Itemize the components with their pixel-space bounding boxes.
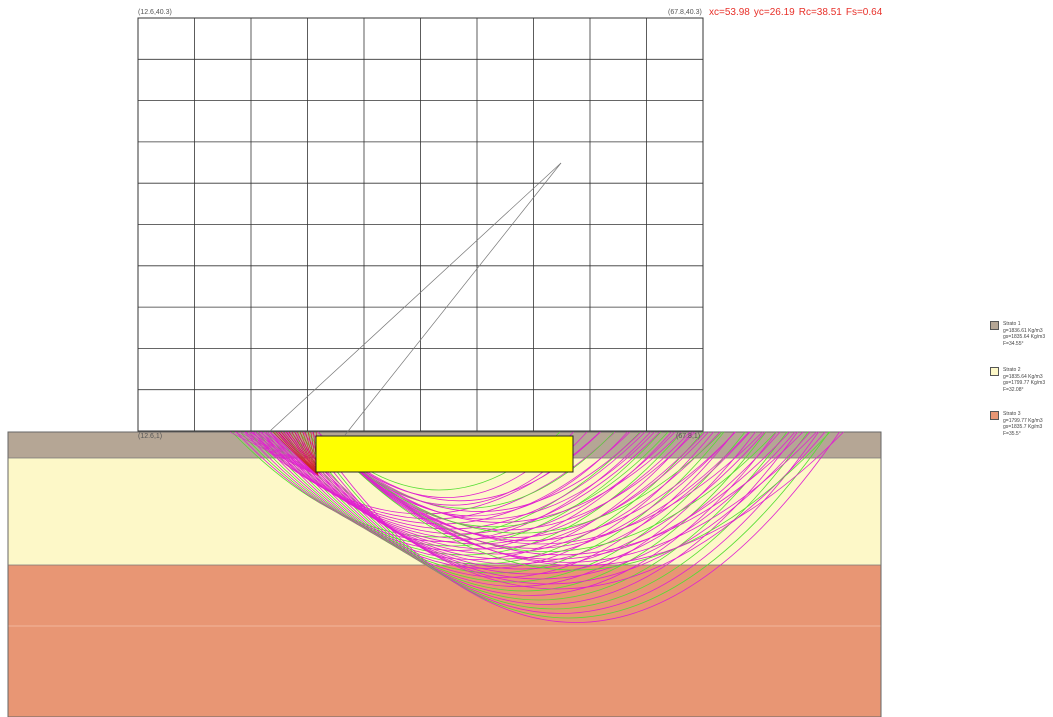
slip-circle-arc	[263, 431, 691, 545]
legend-name-2: Strato 2	[1003, 367, 1021, 373]
slip-circle-arc	[265, 431, 725, 574]
radius-line-1	[269, 162, 562, 432]
slip-circle-arc	[317, 431, 817, 563]
slip-circle-arc	[290, 431, 788, 601]
slip-circle-arc	[317, 431, 763, 545]
legend-line2-1: gs=1835.64 Kg/m3	[1003, 334, 1046, 340]
slip-circle-arc	[248, 431, 683, 556]
grid-bottom-right-coord: (67.8,1)	[676, 433, 701, 440]
fan-line	[294, 431, 319, 477]
slip-circle-arc	[261, 431, 714, 569]
slip-circle-arc	[287, 431, 811, 585]
slip-circle-arc	[275, 431, 751, 565]
result-fs: Fs=0.64	[845, 7, 883, 18]
soil-layer-2	[8, 458, 881, 565]
legend-swatch-1	[990, 321, 999, 330]
slip-circle-arc	[278, 431, 766, 570]
slip-circle-arc	[254, 431, 646, 530]
slip-circle-arc	[251, 431, 631, 525]
center-search-grid	[137, 17, 704, 432]
fan-line	[269, 431, 319, 477]
fan-line	[254, 431, 319, 477]
grid-bottom-left-coord: (12.6,1)	[138, 433, 163, 440]
slip-circle-arc	[284, 431, 796, 580]
slip-circle-arc	[290, 431, 826, 590]
soil-layer-3	[8, 565, 881, 717]
fan-line	[244, 431, 319, 477]
legend-line1-2: g=1835.64 Kg/m3	[1003, 373, 1043, 380]
legend-name-1: Strato 1	[1003, 321, 1021, 327]
radius-line-2	[344, 162, 562, 436]
legend-line3-2: F=32.08°	[1003, 386, 1024, 393]
grid-top-right-coord: (67.8,40.3)	[668, 9, 702, 16]
legend-line3-3: F=35.5°	[1003, 430, 1021, 437]
foundation-block	[315, 435, 574, 473]
fan-line	[286, 431, 319, 477]
slip-circle-arc	[317, 431, 804, 556]
legend-swatch-3	[990, 411, 999, 420]
slip-circle-arc	[256, 431, 704, 565]
slip-circle-arc	[298, 431, 809, 610]
slip-circle-arc	[269, 431, 721, 555]
legend-line2-2: gs=1799.77 Kg/m3	[1003, 380, 1046, 386]
fan-line	[291, 431, 319, 477]
slip-circle-arc	[317, 431, 831, 571]
result-yc: yc=26.19	[753, 7, 795, 18]
grid-top-left-coord: (12.6,40.3)	[138, 9, 172, 16]
legend-line1-3: g=1799.77 Kg/m3	[1003, 417, 1043, 424]
legend-line3-1: F=34.55°	[1003, 340, 1024, 347]
slip-circles	[231, 431, 844, 623]
legend-line2-3: gs=1835.7 Kg/m3	[1003, 424, 1043, 430]
legend-swatch-2	[990, 367, 999, 376]
slip-circle-arc	[273, 431, 746, 583]
slip-circle-arc	[252, 431, 693, 560]
fan-line	[299, 431, 319, 477]
slip-circle-arc	[317, 431, 844, 566]
fan-line	[239, 431, 319, 477]
slip-circle-arc	[272, 431, 736, 560]
slip-circle-arc	[281, 431, 781, 575]
slip-circle-arc	[294, 431, 798, 605]
critical-fan-lines	[229, 431, 319, 477]
result-xc: xc=53.98	[709, 7, 750, 18]
result-rc: Rc=38.51	[798, 7, 842, 18]
legend-line1-1: g=1836.61 Kg/m3	[1003, 327, 1043, 334]
slip-circle-arc	[286, 431, 777, 596]
legend-name-3: Strato 3	[1003, 411, 1021, 417]
critical-surface-result: xc=53.98 yc=26.19 Rc=38.51 Fs=0.64	[709, 7, 886, 18]
soil-outline	[7, 431, 882, 717]
slip-circle-arc	[277, 431, 756, 587]
fan-line	[288, 431, 319, 477]
fan-line	[275, 431, 319, 477]
fan-line	[283, 431, 319, 477]
fan-line	[297, 431, 319, 477]
fan-line	[278, 431, 319, 477]
slip-circle-arc	[317, 431, 790, 560]
slip-circle-arc	[317, 431, 682, 523]
fan-line	[259, 431, 319, 477]
slip-circle-arc	[317, 431, 723, 534]
fan-line	[264, 431, 319, 477]
fan-line	[234, 431, 319, 477]
fan-line	[272, 431, 319, 477]
fan-line	[249, 431, 319, 477]
fan-line	[280, 431, 319, 477]
fan-line	[229, 431, 319, 477]
slip-circle-arc	[282, 431, 767, 592]
slip-circle-arc	[260, 431, 676, 540]
fan-line	[302, 431, 319, 477]
